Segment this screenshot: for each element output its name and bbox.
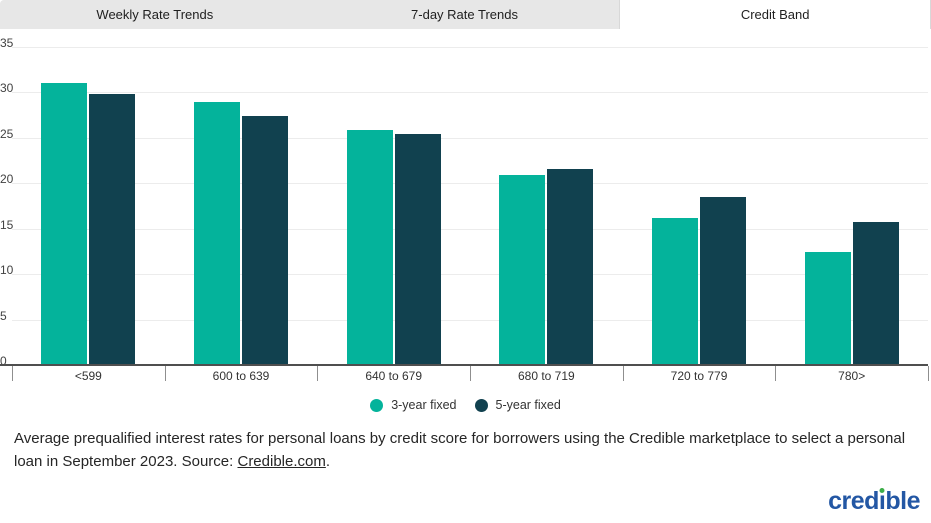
credible-link[interactable]: Credible.com [237,453,326,470]
y-axis-label: 30 [0,81,14,96]
caption-text: Average prequalified interest rates for … [14,430,906,470]
credit-band-bar-chart: 0 5 10 15 20 25 30 35 <599 600 to 639 640 to 679 6… [0,36,929,385]
bar-3-year-fixed-720 to 779 [652,217,699,366]
bar-group-780> [775,48,928,366]
gridline [12,92,928,94]
legend-item-3-year-fixed: 3-year fixed [370,398,457,412]
gridline [12,319,928,321]
x-axis-label-row: <599 600 to 639 640 to 679 680 to 719 720 to… [12,369,928,385]
legend-dot-5-year-fixed [474,398,488,412]
gridline [12,183,928,185]
bar-3-year-fixed-600 to 639 [194,101,240,366]
logo-green-dot-i: ı [878,487,886,515]
bar-3-year-fixed-<599 [41,82,88,366]
caption-period: . [325,453,331,470]
tab-weekly-rate-trends[interactable]: Weekly Rate Trends [96,7,214,22]
x-axis-tick [775,366,777,381]
bar-group-640 to 679 [317,48,470,366]
x-axis-label: 600 to 639 [212,369,270,383]
x-axis-label: 780> [838,369,866,383]
x-axis-line [0,364,928,366]
tab-credit-band[interactable]: Credit Band [619,0,931,29]
x-axis-label: 680 to 719 [517,369,575,383]
x-axis-tick [622,366,624,381]
logo-text-cred: cred [828,487,879,515]
legend-dot-3-year-fixed [370,398,384,412]
bar-5-year-fixed-720 to 779 [700,197,747,366]
bar-groups [12,48,928,366]
y-axis-label: 0 [0,354,7,368]
legend-item-5-year-fixed: 5-year fixed [474,398,561,412]
y-axis-label: 10 [0,263,14,278]
plot-area [12,47,928,366]
bar-5-year-fixed-680 to 719 [547,168,594,366]
x-axis-tick [317,366,319,381]
gridline [12,274,928,276]
bar-3-year-fixed-640 to 679 [346,129,393,366]
x-axis-tick [470,366,471,381]
bar-5-year-fixed-780> [852,222,899,366]
bar-group-<599 [12,48,165,366]
x-axis-label: 640 to 679 [365,369,423,383]
x-axis-label: 720 to 779 [670,369,728,383]
bar-group-600 to 639 [165,48,318,366]
x-axis-tick [12,366,13,381]
gridline [12,47,928,48]
bar-3-year-fixed-680 to 719 [499,175,546,366]
credible-logo: credıble [828,487,920,516]
legend-label: 3-year fixed [391,398,457,412]
bar-3-year-fixed-780> [804,251,851,366]
tab-bar: Weekly Rate Trends 7-day Rate Trends Cre… [0,0,931,29]
bar-5-year-fixed-600 to 639 [242,116,288,366]
chart-legend: 3-year fixed 5-year fixed [0,398,931,412]
gridline [12,137,928,139]
x-axis-tick [928,366,929,381]
y-axis-label: 15 [0,217,14,232]
bar-5-year-fixed-640 to 679 [394,134,441,366]
bar-group-720 to 779 [623,48,776,366]
y-axis-label: 25 [0,126,14,141]
x-axis-tick [164,366,166,381]
logo-text-ble: ble [885,487,920,515]
tab-7-day-rate-trends[interactable]: 7-day Rate Trends [411,7,518,22]
x-axis-label: <599 [74,369,102,383]
y-axis-label: 35 [0,36,14,50]
bar-group-680 to 719 [470,48,623,366]
y-axis-label: 5 [0,308,7,323]
legend-label: 5-year fixed [495,398,561,412]
y-axis-label: 20 [0,172,14,187]
gridline [12,228,928,230]
chart-caption: Average prequalified interest rates for … [14,427,919,473]
bar-5-year-fixed-<599 [89,94,136,366]
